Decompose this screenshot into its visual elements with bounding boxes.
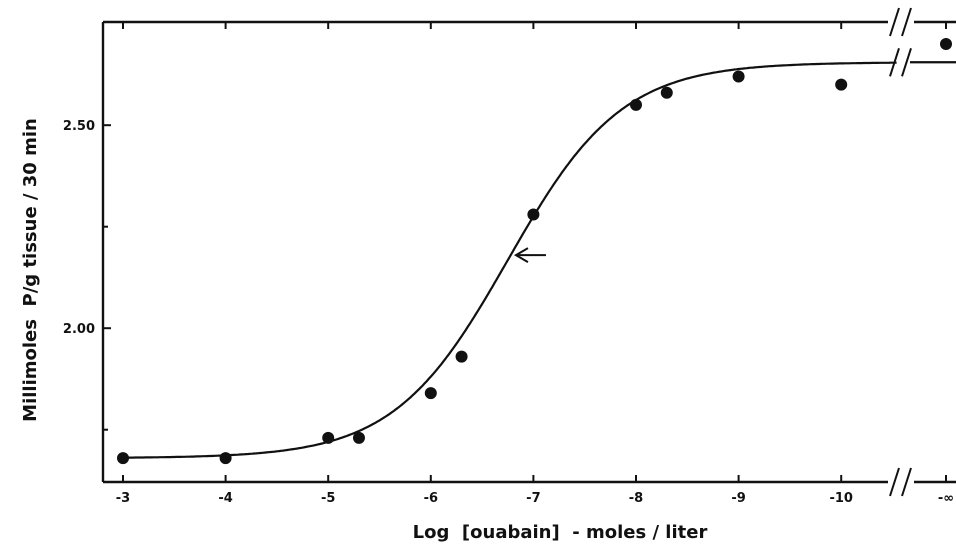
break-slash	[889, 7, 900, 37]
y-tick-label: 2.00	[63, 322, 95, 337]
x-tick-label: -9	[731, 491, 745, 506]
data-point	[732, 70, 745, 83]
break-slash	[901, 7, 912, 37]
annotations	[513, 247, 546, 263]
y-tick-label: 2.50	[63, 119, 95, 134]
data-point	[352, 431, 365, 444]
break-slash	[889, 47, 900, 77]
plot-frame	[101, 20, 956, 484]
data-point	[455, 350, 468, 363]
axis-breaks	[889, 7, 912, 497]
x-tick-label: -8	[629, 491, 643, 506]
data-point	[660, 86, 673, 99]
data-point	[219, 452, 232, 465]
data-point	[630, 98, 642, 111]
x-axis-label: Log [ouabain] - moles / liter	[413, 522, 708, 543]
data-point	[835, 78, 848, 91]
break-slash	[901, 47, 912, 77]
data-points	[117, 38, 952, 465]
break-slash	[901, 467, 912, 497]
x-tick-label: -4	[218, 491, 232, 506]
x-tick-label: -3	[116, 491, 130, 506]
break-slash	[889, 467, 900, 497]
data-point	[424, 387, 437, 400]
data-point	[322, 431, 335, 444]
x-tick-label: -5	[321, 491, 335, 506]
data-point	[117, 452, 129, 465]
fit-curve	[122, 61, 897, 459]
x-tick-label: -7	[526, 491, 540, 506]
data-point	[527, 208, 540, 221]
data-point	[940, 38, 952, 50]
axis-ticks: -3 -4 -5 -6 -7 -8 -9 -10 -∞ 2.00 2.50	[63, 22, 954, 506]
fit-curve-layer	[122, 61, 956, 459]
y-axis-label: Millimoles P/g tissue / 30 min	[20, 118, 41, 422]
x-tick-label: -10	[829, 491, 853, 506]
x-tick-label: -6	[424, 491, 438, 506]
annotation-arrow-head	[513, 247, 529, 263]
x-tick-label: -∞	[938, 491, 954, 506]
